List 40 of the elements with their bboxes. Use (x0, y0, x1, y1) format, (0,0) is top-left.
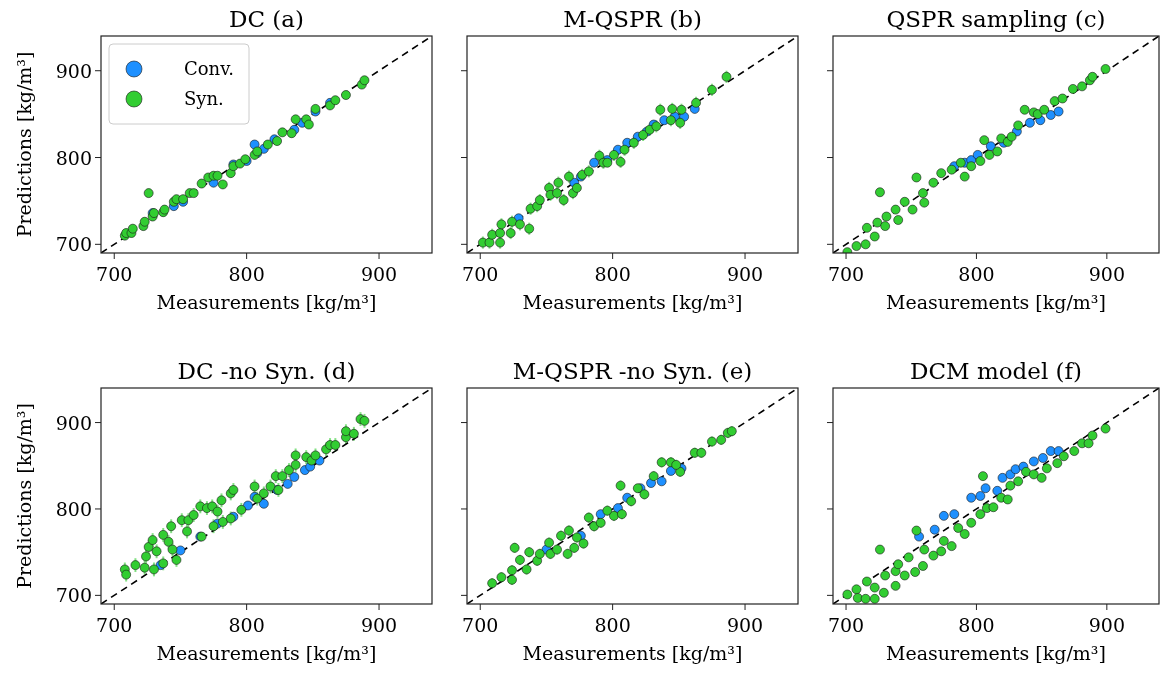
legend-label: Syn. (184, 88, 224, 109)
x-tick-label: 800 (228, 263, 265, 285)
x-axis-title: Measurements [kg/m³] (886, 291, 1106, 313)
x-tick-label: 800 (958, 614, 995, 636)
legend-label: Conv. (184, 58, 234, 79)
y-tick-label: 800 (55, 146, 92, 169)
chart-title: DC (a) (228, 6, 305, 32)
chart-title: QSPR sampling (c) (886, 6, 1106, 32)
x-tick-label: 700 (827, 263, 865, 285)
y-tick-label: 900 (55, 411, 92, 434)
x-tick-label: 900 (360, 614, 398, 636)
x-tick-label: 700 (462, 263, 499, 285)
x-tick-label: 900 (1088, 263, 1125, 285)
x-tick-label: 900 (726, 263, 764, 285)
x-axis-title: Measurements [kg/m³] (522, 642, 743, 664)
y-tick-label: 700 (55, 584, 92, 607)
y-tick-label: 800 (55, 497, 92, 520)
x-axis-title: Measurements [kg/m³] (156, 642, 377, 664)
x-tick-label: 800 (594, 263, 631, 285)
y-tick-label: 700 (55, 233, 92, 256)
y-tick-label: 900 (55, 59, 92, 82)
chart-title: DCM model (f) (909, 358, 1083, 384)
x-tick-label: 900 (726, 614, 764, 636)
x-tick-label: 700 (96, 614, 133, 636)
chart-title: M-QSPR -no Syn. (e) (512, 358, 753, 384)
y-axis-title: Predictions [kg/m³] (13, 51, 35, 238)
x-tick-label: 700 (462, 614, 499, 636)
x-tick-label: 900 (360, 263, 398, 285)
chart-title: DC -no Syn. (d) (177, 358, 356, 384)
x-tick-label: 900 (1088, 614, 1125, 636)
y-axis-title: Predictions [kg/m³] (13, 403, 35, 589)
x-tick-label: 800 (958, 263, 995, 285)
x-axis-title: Measurements [kg/m³] (156, 291, 377, 313)
x-tick-label: 700 (96, 263, 133, 285)
x-axis-title: Measurements [kg/m³] (886, 642, 1106, 664)
x-tick-label: 700 (827, 614, 865, 636)
chart-title: M-QSPR (b) (563, 6, 702, 32)
x-tick-label: 800 (594, 614, 631, 636)
x-axis-title: Measurements [kg/m³] (522, 291, 743, 313)
x-tick-label: 800 (228, 614, 265, 636)
